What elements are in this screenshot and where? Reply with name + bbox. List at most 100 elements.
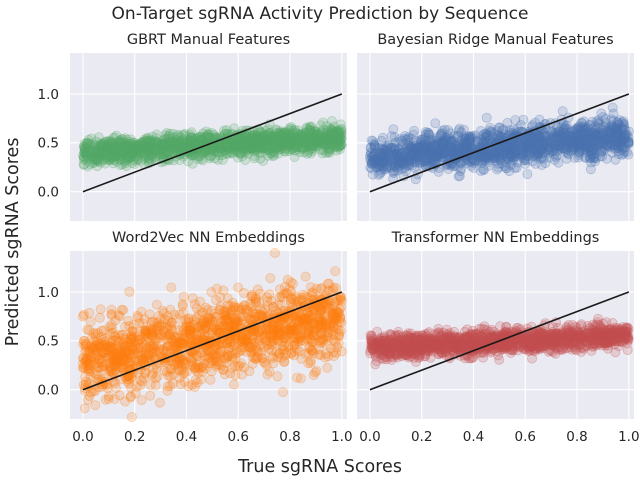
scatter-point — [239, 132, 250, 143]
scatter-point — [324, 130, 335, 141]
scatter-point — [331, 134, 342, 145]
scatter-point — [146, 150, 157, 161]
scatter-point — [195, 131, 206, 142]
scatter-point — [274, 136, 285, 147]
scatter-point — [312, 134, 323, 145]
scatter-point — [93, 151, 104, 162]
scatter-point — [80, 338, 91, 349]
scatter-point — [321, 348, 332, 359]
scatter-point — [279, 139, 290, 150]
scatter-point — [264, 141, 275, 152]
scatter-point — [106, 136, 117, 147]
scatter-point — [527, 156, 538, 167]
scatter-point — [190, 374, 201, 385]
scatter-point — [290, 132, 301, 143]
scatter-point — [216, 338, 227, 349]
scatter-point — [329, 141, 340, 152]
scatter-point — [291, 127, 302, 138]
scatter-point — [308, 140, 319, 151]
panel-title: Bayesian Ridge Manual Features — [377, 32, 613, 48]
scatter-point — [336, 139, 347, 150]
scatter-point — [143, 149, 154, 160]
scatter-point — [107, 147, 118, 158]
scatter-point — [259, 138, 270, 149]
scatter-point — [249, 146, 260, 157]
scatter-point — [374, 168, 385, 179]
scatter-point — [333, 135, 344, 146]
scatter-point — [220, 141, 231, 152]
scatter-point — [325, 136, 336, 147]
scatter-point — [298, 142, 309, 153]
scatter-point — [96, 143, 107, 154]
scatter-point — [381, 161, 392, 172]
y-tick-label: 0.0 — [38, 382, 59, 398]
scatter-point — [143, 325, 154, 336]
scatter-point — [310, 137, 321, 148]
scatter-point — [325, 133, 336, 144]
scatter-point — [315, 120, 326, 131]
scatter-point — [121, 134, 132, 145]
scatter-point — [217, 149, 228, 160]
scatter-point — [233, 141, 244, 152]
scatter-point — [309, 132, 320, 143]
scatter-point — [160, 130, 171, 141]
scatter-point — [120, 396, 131, 407]
panel-bayesian-ridge: Bayesian Ridge Manual Features — [357, 32, 634, 221]
scatter-point — [422, 127, 433, 138]
scatter-point — [291, 141, 302, 152]
scatter-point — [214, 304, 225, 315]
scatter-point — [197, 155, 208, 166]
scatter-point — [291, 134, 302, 145]
scatter-point — [89, 147, 100, 158]
scatter-point — [256, 140, 267, 151]
scatter-point — [136, 306, 147, 317]
scatter-point — [257, 311, 268, 322]
scatter-point — [196, 134, 207, 145]
scatter-point — [330, 266, 341, 277]
scatter-point — [241, 141, 252, 152]
scatter-point — [112, 151, 123, 162]
scatter-point — [333, 132, 344, 143]
scatter-point — [110, 151, 121, 162]
scatter-point — [312, 133, 323, 144]
scatter-point — [158, 141, 169, 152]
scatter-point — [249, 139, 260, 150]
scatter-point — [335, 119, 346, 130]
scatter-point — [98, 143, 109, 154]
y-tick-label: 0.0 — [38, 184, 59, 200]
scatter-point — [179, 139, 190, 150]
scatter-point — [135, 147, 146, 158]
scatter-point — [272, 371, 283, 382]
scatter-point — [169, 144, 180, 155]
scatter-point — [83, 354, 94, 365]
scatter-point — [240, 137, 251, 148]
scatter-point — [157, 142, 168, 153]
scatter-point — [108, 132, 119, 143]
scatter-point — [145, 137, 156, 148]
scatter-point — [310, 133, 321, 144]
y-tick-label: 0.5 — [38, 334, 59, 350]
scatter-point — [79, 141, 90, 152]
scatter-point — [140, 148, 151, 159]
scatter-point — [89, 157, 100, 168]
scatter-point — [222, 142, 233, 153]
scatter-point — [149, 146, 160, 157]
scatter-point — [556, 131, 567, 142]
panel-transformer: Transformer NN Embeddings 0.0 0.2 0.4 0.6 0.… — [357, 230, 640, 445]
scatter-point — [281, 134, 292, 145]
scatter-point — [293, 125, 304, 136]
scatter-point — [194, 356, 205, 367]
scatter-point — [276, 352, 287, 363]
scatter-point — [240, 136, 251, 147]
scatter-point — [268, 301, 279, 312]
scatter-point — [266, 136, 277, 147]
scatter-point — [267, 339, 278, 350]
scatter-point — [333, 132, 344, 143]
x-axis-label: True sgRNA Scores — [237, 457, 402, 477]
scatter-point — [326, 126, 337, 137]
scatter-point — [210, 143, 221, 154]
scatter-point — [231, 138, 242, 149]
scatter-point — [192, 132, 203, 143]
scatter-point — [295, 129, 306, 140]
scatter-point — [240, 142, 251, 153]
